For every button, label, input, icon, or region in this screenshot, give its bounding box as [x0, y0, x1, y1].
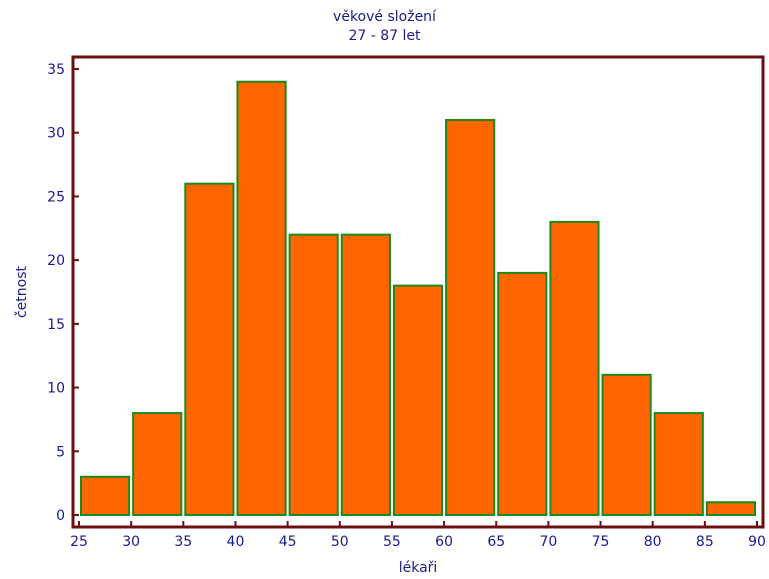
bar-85-90 — [705, 501, 756, 516]
bar-55-60 — [392, 284, 444, 516]
y-tick-label-30: 30 — [47, 126, 65, 142]
y-tick-label-15: 15 — [47, 317, 65, 333]
y-tick-label-10: 10 — [47, 381, 65, 397]
x-tick-label-55: 55 — [383, 534, 401, 550]
x-tick-label-45: 45 — [279, 534, 297, 550]
x-tick-label-65: 65 — [487, 534, 505, 550]
y-tick-label-20: 20 — [47, 253, 65, 269]
bar-40-45 — [236, 80, 287, 516]
bar-35-40 — [184, 182, 235, 517]
bar-60-65 — [445, 118, 496, 516]
y-tick-label-25: 25 — [47, 189, 65, 205]
x-tick-label-60: 60 — [435, 534, 453, 550]
x-tick-label-90: 90 — [748, 534, 766, 550]
bar-70-75 — [549, 220, 600, 517]
bar-75-80 — [601, 373, 652, 517]
x-tick-label-35: 35 — [174, 534, 192, 550]
x-tick-label-70: 70 — [539, 534, 557, 550]
x-tick-label-85: 85 — [696, 534, 714, 550]
x-tick-label-25: 25 — [70, 534, 88, 550]
bar-25-30 — [80, 475, 131, 516]
bar-65-70 — [497, 271, 548, 516]
bar-80-85 — [653, 412, 704, 516]
y-tick-label-35: 35 — [47, 62, 65, 78]
x-tick-label-75: 75 — [592, 534, 610, 550]
plot-frame — [71, 55, 765, 529]
chart-subtitle: 27 - 87 let — [348, 28, 421, 44]
x-tick-label-80: 80 — [644, 534, 662, 550]
x-tick-label-40: 40 — [227, 534, 245, 550]
y-tick-label-0: 0 — [56, 508, 65, 524]
x-axis-label: lékaři — [399, 560, 438, 576]
y-tick-label-5: 5 — [56, 444, 65, 460]
bar-45-50 — [288, 233, 339, 517]
chart-title: věkové složení — [333, 9, 436, 25]
x-tick-label-30: 30 — [122, 534, 140, 550]
y-axis-label: četnost — [14, 265, 30, 318]
bar-30-35 — [132, 412, 183, 516]
bar-50-55 — [340, 233, 391, 517]
x-tick-label-50: 50 — [331, 534, 349, 550]
